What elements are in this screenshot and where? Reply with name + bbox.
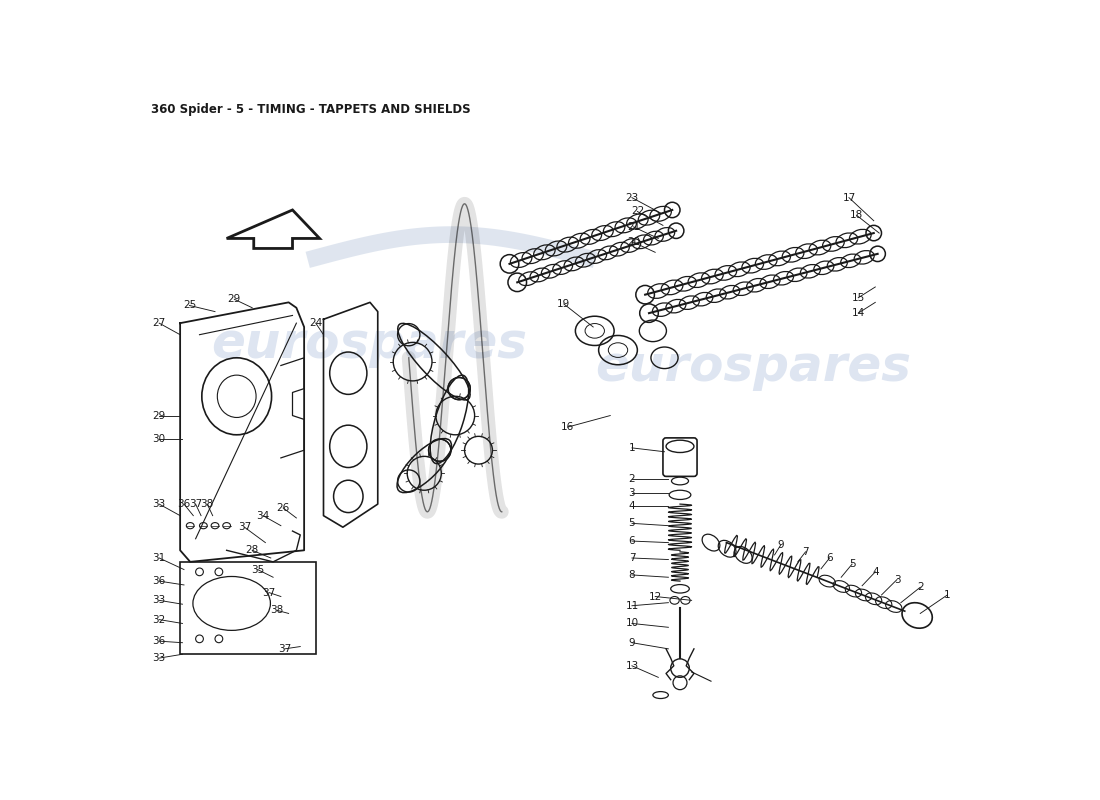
- Text: 21: 21: [627, 222, 640, 232]
- Text: 29: 29: [228, 294, 241, 304]
- Text: 7: 7: [802, 547, 808, 557]
- Text: 32: 32: [153, 614, 166, 625]
- Text: 38: 38: [200, 499, 213, 509]
- Text: 5: 5: [628, 518, 636, 528]
- Text: 3: 3: [628, 488, 636, 498]
- Text: 16: 16: [561, 422, 574, 432]
- Text: 9: 9: [778, 540, 784, 550]
- Text: 1: 1: [628, 443, 636, 453]
- Text: 1: 1: [944, 590, 950, 600]
- Text: 18: 18: [850, 210, 864, 220]
- Text: 9: 9: [628, 638, 636, 648]
- Text: 25: 25: [183, 301, 196, 310]
- Text: 33: 33: [153, 595, 166, 606]
- Text: 6: 6: [628, 536, 636, 546]
- Text: 2: 2: [628, 474, 636, 485]
- Text: 30: 30: [153, 434, 166, 444]
- Text: 22: 22: [630, 206, 644, 217]
- Text: 15: 15: [851, 293, 865, 302]
- Text: 33: 33: [153, 499, 166, 509]
- Bar: [180, 562, 316, 654]
- Text: 360 Spider - 5 - TIMING - TAPPETS AND SHIELDS: 360 Spider - 5 - TIMING - TAPPETS AND SH…: [152, 103, 471, 116]
- Text: 34: 34: [256, 510, 270, 521]
- Text: 33: 33: [153, 653, 166, 663]
- Text: 28: 28: [245, 546, 258, 555]
- Text: 5: 5: [849, 559, 856, 569]
- Text: 36: 36: [153, 576, 166, 586]
- Text: 3: 3: [893, 574, 900, 585]
- Text: 27: 27: [153, 318, 166, 328]
- Text: 31: 31: [153, 553, 166, 563]
- Text: 37: 37: [238, 522, 251, 532]
- Text: 29: 29: [153, 410, 166, 421]
- Text: 26: 26: [276, 503, 289, 513]
- Text: 14: 14: [851, 308, 865, 318]
- Text: 37: 37: [189, 499, 202, 509]
- Text: eurospares: eurospares: [211, 320, 527, 368]
- Text: 8: 8: [628, 570, 636, 580]
- Text: 37: 37: [278, 644, 292, 654]
- Text: eurospares: eurospares: [595, 343, 911, 391]
- Text: 35: 35: [251, 565, 264, 574]
- Text: 17: 17: [843, 193, 856, 202]
- Text: 10: 10: [626, 618, 638, 629]
- Text: 6: 6: [826, 553, 833, 563]
- Text: 20: 20: [627, 238, 640, 247]
- Text: 11: 11: [625, 601, 639, 610]
- Text: 13: 13: [625, 661, 639, 670]
- Text: 2: 2: [917, 582, 924, 592]
- Text: 36: 36: [177, 499, 190, 509]
- Text: 23: 23: [625, 193, 639, 202]
- Text: 37: 37: [263, 588, 276, 598]
- Text: 12: 12: [649, 591, 662, 602]
- Text: 7: 7: [628, 553, 636, 563]
- Text: 38: 38: [271, 606, 284, 615]
- Text: 24: 24: [309, 318, 322, 328]
- Text: 4: 4: [872, 567, 879, 577]
- Text: 4: 4: [628, 502, 636, 511]
- Text: 36: 36: [153, 636, 166, 646]
- Text: 19: 19: [557, 299, 571, 309]
